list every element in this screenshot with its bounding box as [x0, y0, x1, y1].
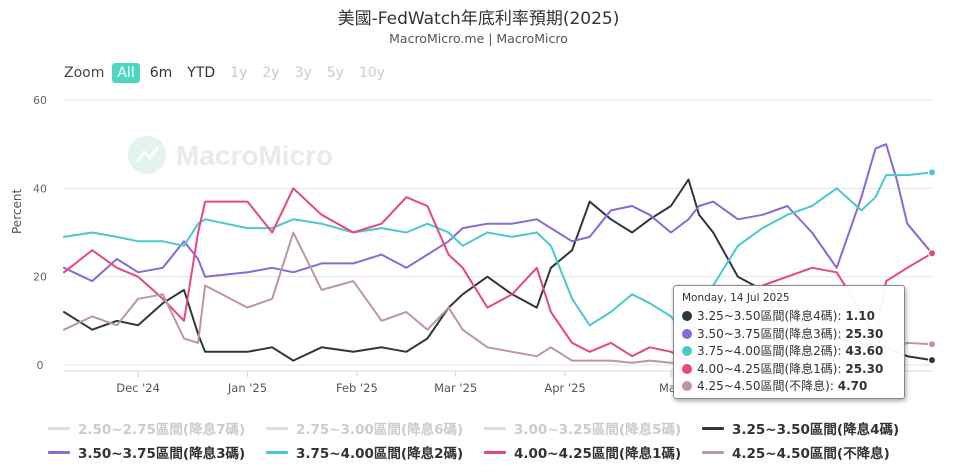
tooltip-dot — [682, 346, 692, 356]
y-tick-label: 20 — [33, 271, 47, 284]
legend-swatch — [702, 450, 724, 454]
watermark-chart-icon — [135, 146, 160, 163]
series-marker — [928, 356, 936, 365]
legend-label: 3.25~3.50區間(降息4碼) — [732, 422, 900, 438]
legend-item[interactable]: 3.50~3.75區間(降息3碼) — [30, 442, 248, 462]
legend-swatch — [48, 426, 70, 430]
zoom-button-6m[interactable]: 6m — [149, 65, 173, 81]
legend-swatch — [48, 450, 70, 454]
y-tick-label: 0 — [37, 359, 44, 372]
tooltip-row: 4.25~4.50區間(不降息): 4.70 — [682, 378, 904, 396]
legend-item[interactable]: 3.00~3.25區間(降息5碼) — [466, 418, 684, 438]
legend-item[interactable]: 3.75~4.00區間(降息2碼) — [248, 442, 466, 462]
zoom-label: Zoom — [64, 65, 105, 81]
legend-item[interactable]: 3.25~3.50區間(降息4碼) — [684, 418, 902, 438]
legend-label: 3.50~3.75區間(降息3碼) — [78, 446, 246, 462]
tooltip-date: Monday, 14 Jul 2025 — [682, 292, 790, 304]
tooltip-dot — [682, 311, 692, 321]
watermark-logo-icon — [128, 136, 166, 174]
zoom-button-all[interactable]: All — [112, 63, 140, 83]
series-marker — [928, 168, 936, 177]
series-line[interactable] — [63, 187, 933, 362]
zoom-button-5y[interactable]: 5y — [326, 65, 344, 81]
tooltip: Monday, 14 Jul 2025 3.25~3.50區間(降息4碼): 1… — [673, 285, 905, 399]
legend: 2.50~2.75區間(降息7碼) 2.75~3.00區間(降息6碼) 3.00… — [30, 416, 930, 464]
x-tick-label: Mar '25 — [434, 381, 477, 395]
legend-label: 3.00~3.25區間(降息5碼) — [514, 422, 682, 438]
tooltip-label: 3.50~3.75區間(降息3碼): — [697, 326, 846, 341]
tooltip-row: 3.50~3.75區間(降息3碼): 25.30 — [682, 326, 904, 344]
legend-swatch — [266, 450, 288, 454]
x-tick-label: Feb '25 — [336, 381, 378, 395]
x-tick-label: Jan '25 — [227, 381, 267, 395]
series-line[interactable] — [63, 171, 933, 340]
x-tick-label: Apr '25 — [544, 381, 585, 395]
tooltip-value: 25.30 — [845, 361, 884, 376]
chart-subtitle: MacroMicro.me | MacroMicro — [389, 31, 568, 46]
series-line[interactable] — [63, 143, 933, 283]
zoom-button-2y[interactable]: 2y — [262, 65, 280, 81]
legend-label: 2.50~2.75區間(降息7碼) — [78, 422, 246, 438]
watermark: MacroMicro — [128, 136, 333, 174]
series-marker — [928, 249, 936, 258]
tooltip-dot — [682, 363, 692, 374]
legend-item[interactable]: 4.00~4.25區間(降息1碼) — [466, 442, 684, 462]
legend-item[interactable]: 2.50~2.75區間(降息7碼) — [30, 418, 248, 438]
series-marker — [928, 340, 936, 349]
y-tick-label: 60 — [33, 94, 47, 107]
legend-item[interactable]: 2.75~3.00區間(降息6碼) — [248, 418, 466, 438]
tooltip-value: 4.70 — [837, 379, 868, 393]
legend-label: 4.00~4.25區間(降息1碼) — [514, 446, 682, 462]
hover-markers — [928, 168, 936, 365]
chart-title: 美國-FedWatch年底利率預期(2025) — [337, 9, 620, 29]
legend-swatch — [702, 426, 724, 430]
legend-label: 4.25~4.50區間(不降息) — [732, 446, 890, 462]
watermark-text: MacroMicro — [176, 140, 333, 171]
tooltip-value: 25.30 — [845, 326, 884, 341]
tooltip-row: 3.25~3.50區間(降息4碼): 1.10 — [682, 308, 904, 326]
tooltip-label: 4.25~4.50區間(不降息): — [697, 379, 838, 393]
legend-label: 3.75~4.00區間(降息2碼) — [296, 446, 464, 462]
zoom-button-10y[interactable]: 10y — [358, 65, 386, 81]
tooltip-dot — [682, 328, 692, 339]
tooltip-value: 43.60 — [845, 344, 884, 358]
zoom-button-3y[interactable]: 3y — [294, 65, 312, 81]
legend-swatch — [484, 450, 506, 454]
zoom-button-1y[interactable]: 1y — [230, 65, 248, 81]
x-tick-label: Dec '24 — [116, 381, 160, 395]
tooltip-label: 3.25~3.50區間(降息4碼): — [697, 309, 846, 323]
y-axis: 0 20 40 60 — [33, 94, 47, 372]
legend-row: 2.50~2.75區間(降息7碼) 2.75~3.00區間(降息6碼) 3.00… — [30, 416, 930, 440]
legend-row: 3.50~3.75區間(降息3碼) 3.75~4.00區間(降息2碼) 4.00… — [30, 440, 930, 464]
legend-label: 2.75~3.00區間(降息6碼) — [296, 422, 464, 438]
tooltip-label: 4.00~4.25區間(降息1碼): — [697, 361, 846, 376]
tooltip-row: 3.75~4.00區間(降息2碼): 43.60 — [682, 343, 904, 361]
y-tick-label: 40 — [33, 182, 47, 195]
legend-item[interactable]: 4.25~4.50區間(不降息) — [684, 442, 902, 462]
legend-swatch — [484, 426, 506, 430]
legend-swatch — [266, 426, 288, 430]
tooltip-value: 1.10 — [845, 309, 875, 323]
zoom-button-ytd[interactable]: YTD — [187, 65, 216, 81]
tooltip-dot — [682, 381, 692, 391]
zoom-toolbar: Zoom All 6m YTD 1y 2y 3y 5y 10y — [64, 63, 395, 83]
tooltip-row: 4.00~4.25區間(降息1碼): 25.30 — [682, 361, 904, 379]
tooltip-label: 3.75~4.00區間(降息2碼): — [697, 344, 846, 358]
